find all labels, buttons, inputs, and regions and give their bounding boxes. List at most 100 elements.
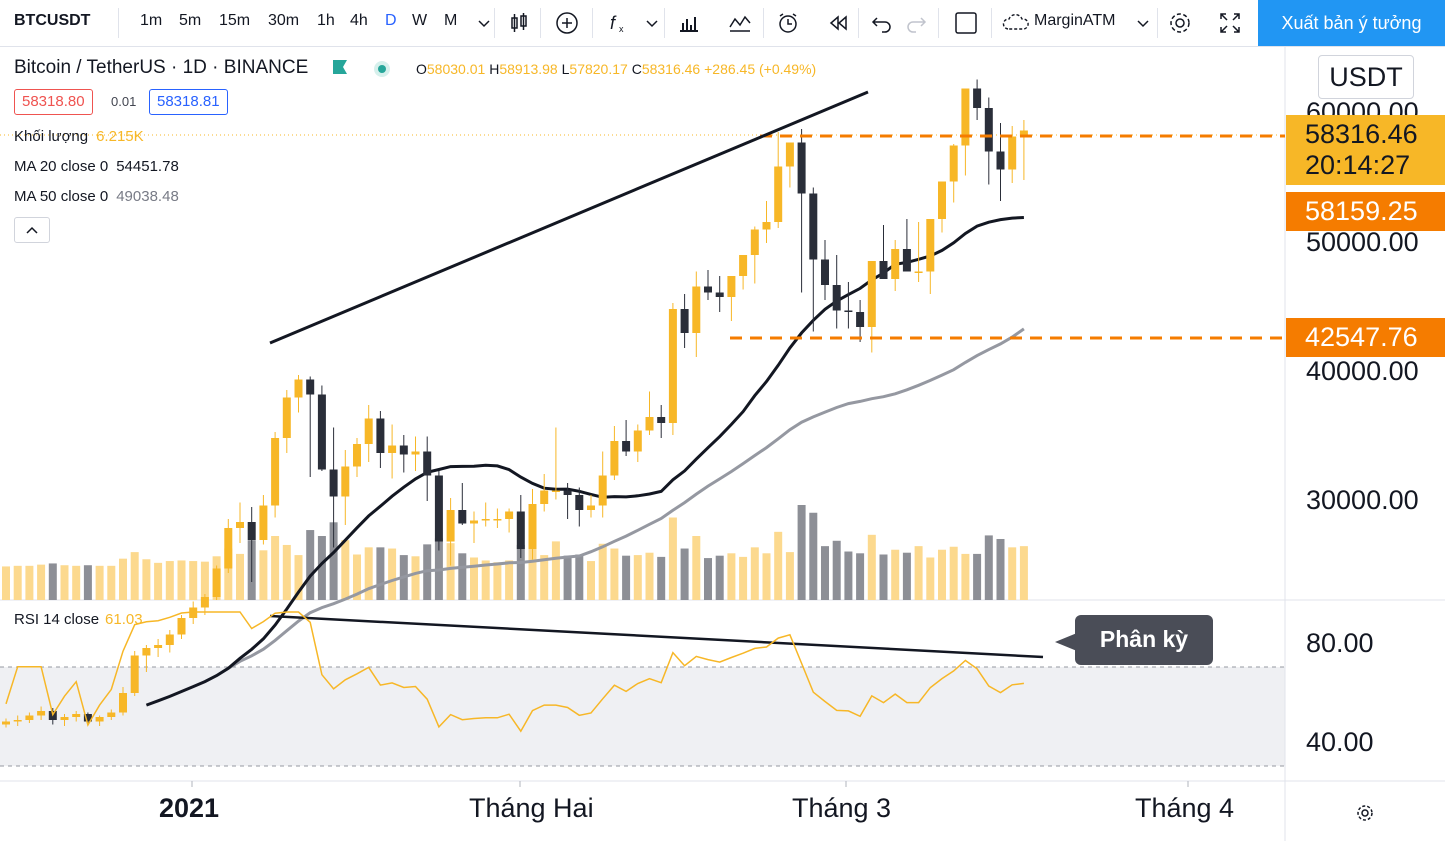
volume-bar — [25, 565, 34, 600]
volume-bar — [95, 565, 104, 600]
candle-body — [259, 505, 268, 540]
candles — [2, 79, 1028, 728]
expand-icon[interactable] — [1216, 9, 1244, 37]
flag-icon — [333, 60, 347, 74]
volume-bar — [587, 561, 595, 600]
change-value: +286.45 (+0.49%) — [704, 61, 817, 77]
candle-body — [645, 417, 654, 431]
collapse-legend-button[interactable] — [14, 217, 50, 243]
symbol-search-button[interactable]: BTCUSDT — [14, 12, 91, 29]
sell-price-button[interactable]: 58318.80 — [14, 89, 93, 115]
interval-1h[interactable]: 1h — [317, 12, 335, 29]
last-price-tag: 58316.46 20:14:27 — [1286, 115, 1445, 185]
candle-body — [563, 490, 572, 495]
volume-bar — [879, 554, 888, 600]
price-tick-label: 40000.00 — [1306, 356, 1419, 386]
candle-body — [294, 379, 303, 398]
candle-body — [797, 142, 806, 194]
toolbar-divider — [991, 8, 992, 38]
interval-30m[interactable]: 30m — [268, 12, 300, 29]
candle-body — [750, 229, 759, 255]
rewind-icon[interactable] — [824, 9, 852, 37]
buy-price-button[interactable]: 58318.81 — [149, 89, 228, 115]
settings-icon[interactable] — [1355, 803, 1375, 823]
volume-bar — [189, 561, 198, 600]
candle-body — [329, 469, 338, 497]
volume-bar — [376, 547, 385, 600]
redo-icon[interactable] — [902, 9, 930, 37]
volume-bar — [797, 505, 806, 600]
volume-legend[interactable]: Khối lượng 6.215K — [14, 128, 144, 145]
interval-15m[interactable]: 15m — [219, 12, 251, 29]
chevron-down-icon[interactable] — [1129, 9, 1157, 37]
volume-bar — [715, 555, 724, 600]
ma20-legend[interactable]: MA 20 close 0 54451.78 — [14, 158, 179, 175]
currency-button[interactable]: USDT — [1318, 55, 1414, 99]
interval-1m[interactable]: 1m — [140, 12, 163, 29]
add-indicator-icon[interactable] — [553, 9, 581, 37]
open-value: 58030.01 — [426, 61, 486, 77]
rsi-trendline[interactable] — [269, 614, 1044, 659]
interval-5m[interactable]: 5m — [179, 12, 202, 29]
rsi-legend[interactable]: RSI 14 close 61.03 — [14, 611, 143, 628]
time-label-feb: Tháng Hai — [469, 793, 594, 823]
bar-chart-icon[interactable] — [675, 9, 703, 37]
volume-bar — [177, 560, 186, 600]
ma50-legend[interactable]: MA 50 close 0 49038.48 — [14, 188, 179, 205]
interval-m[interactable]: M — [444, 12, 458, 29]
candle-body — [72, 714, 81, 717]
volume-bar — [984, 535, 993, 600]
volume-bar — [832, 540, 841, 600]
layout-name-button[interactable]: MarginATM — [1034, 12, 1116, 29]
price-tick-label: 50000.00 — [1306, 227, 1419, 257]
toolbar-divider — [664, 8, 665, 38]
candles-icon[interactable] — [505, 9, 533, 37]
divergence-callout[interactable]: Phân kỳ — [1075, 615, 1213, 665]
volume-bar — [329, 522, 338, 600]
indicator-templates-icon[interactable] — [726, 9, 754, 37]
publish-idea-button[interactable]: Xuất bản ý tưởng — [1258, 0, 1445, 46]
volume-bar — [739, 556, 748, 600]
interval-4h[interactable]: 4h — [350, 12, 368, 29]
rsi-tick-label: 40.00 — [1306, 727, 1374, 757]
candle-body — [376, 418, 385, 453]
toolbar-divider — [540, 8, 541, 38]
gear-icon[interactable] — [1166, 9, 1194, 37]
volume-bar — [341, 540, 350, 600]
candle-body — [434, 475, 443, 542]
volume-bar — [516, 544, 525, 600]
alarm-clock-icon[interactable] — [774, 9, 802, 37]
chevron-down-icon[interactable] — [470, 9, 498, 37]
volume-bar — [130, 552, 139, 600]
interval-d[interactable]: D — [385, 12, 397, 29]
cloud-icon[interactable] — [1000, 9, 1032, 37]
candle-body — [364, 418, 373, 444]
volume-bar — [119, 558, 127, 600]
interval-w[interactable]: W — [412, 12, 428, 29]
chart-title: Bitcoin / TetherUS · 1D · BINANCE — [14, 57, 309, 78]
volume-bar — [762, 553, 771, 600]
candle-body — [341, 466, 350, 497]
candle-body — [821, 259, 829, 285]
volume-bar — [271, 536, 280, 600]
candle-body — [528, 504, 537, 549]
candle-body — [844, 310, 853, 312]
candle-body — [212, 568, 221, 597]
volume-bar — [1008, 547, 1017, 600]
price-trendline[interactable] — [269, 90, 869, 345]
volume-bar — [481, 560, 490, 600]
candle-body — [938, 181, 946, 219]
volume-bar — [668, 517, 677, 600]
ma20-value: 54451.78 — [116, 158, 179, 175]
candle-body — [926, 219, 935, 272]
candle-body — [142, 648, 151, 656]
fullscreen-square-icon[interactable] — [952, 9, 980, 37]
candle-body — [973, 88, 982, 108]
chevron-down-icon[interactable] — [638, 9, 666, 37]
volume-bar — [165, 561, 174, 600]
ma20-path — [145, 216, 1024, 707]
undo-icon[interactable] — [868, 9, 896, 37]
svg-text:f: f — [610, 13, 617, 33]
